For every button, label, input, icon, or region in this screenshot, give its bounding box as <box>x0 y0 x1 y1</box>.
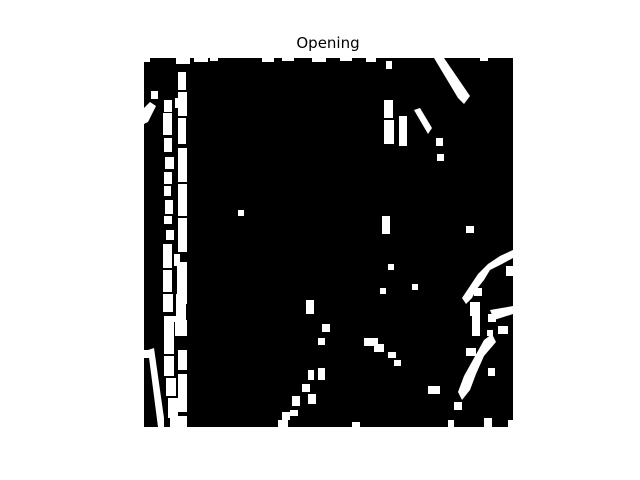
binary-mask-drawing <box>144 58 513 427</box>
figure-title: Opening <box>296 34 360 52</box>
opening-image <box>144 58 513 427</box>
